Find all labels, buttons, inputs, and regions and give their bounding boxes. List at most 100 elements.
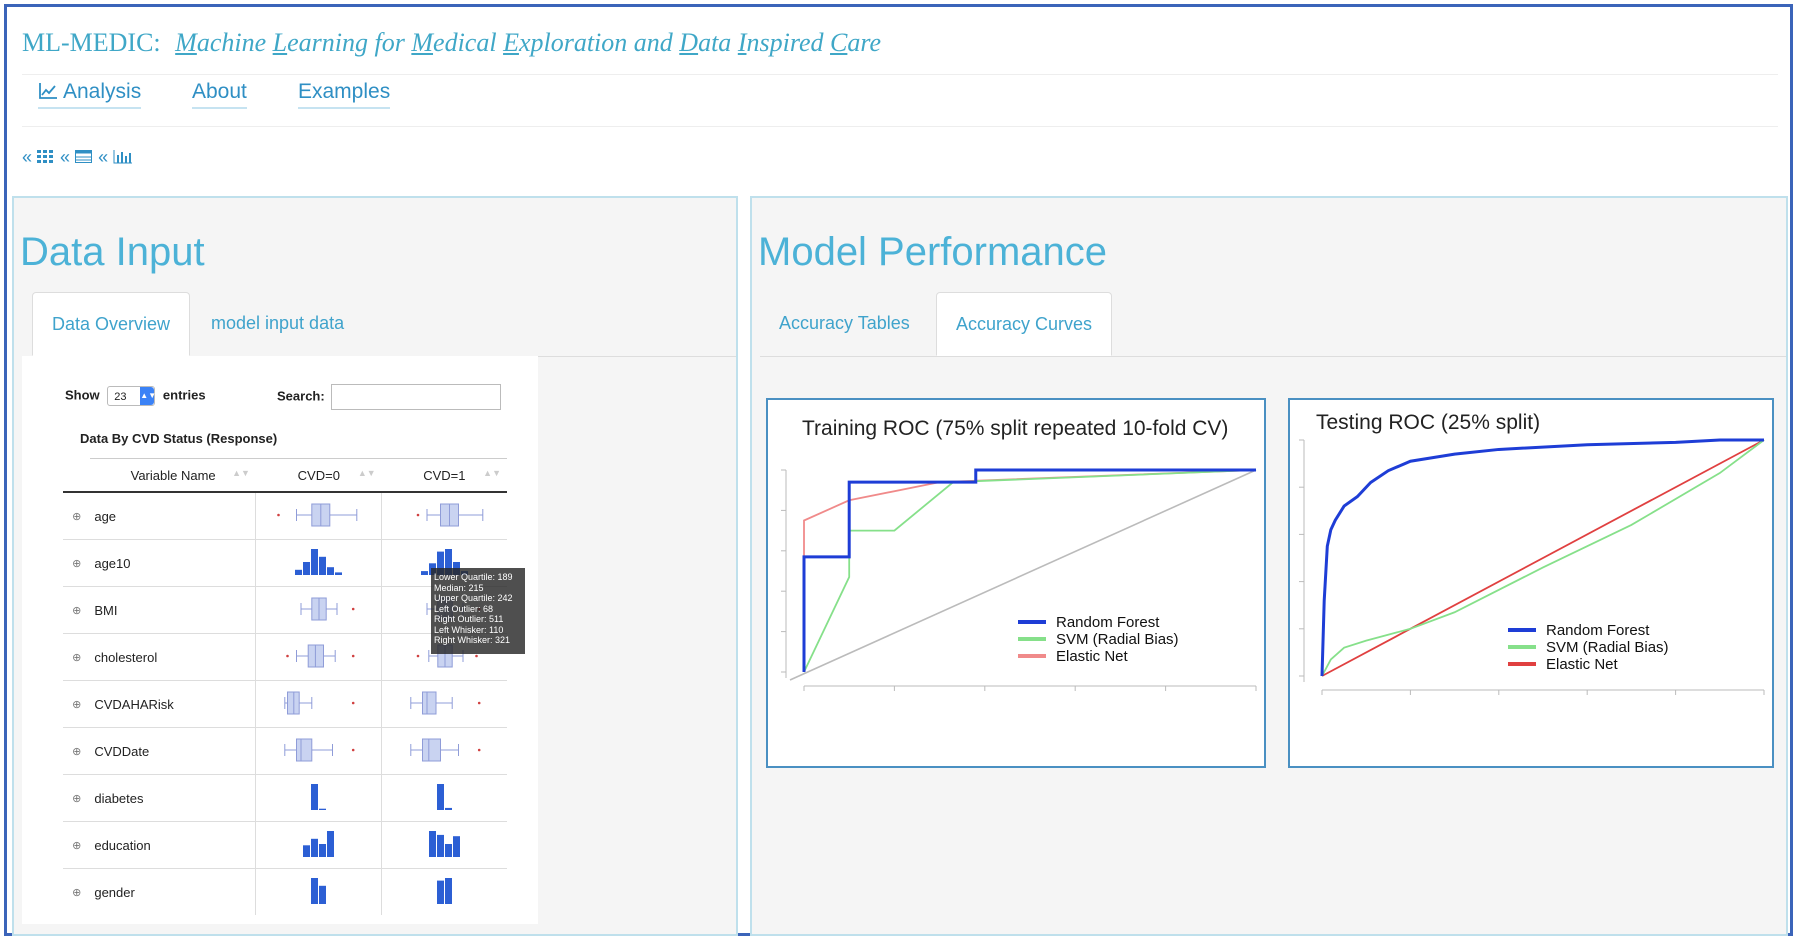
sort-icon: ▲▼ — [357, 468, 376, 478]
expand-row-icon[interactable]: ⊕ — [63, 774, 91, 822]
cvd0-cell — [255, 774, 383, 822]
histogram-bar — [444, 843, 452, 857]
subtitle-initial: M — [411, 28, 434, 57]
column-header-label: CVD=0 — [297, 467, 340, 483]
histogram-sparkline[interactable] — [310, 876, 327, 906]
outlier-point — [474, 654, 478, 657]
outlier-point — [416, 513, 419, 516]
boxplot-sparkline[interactable] — [400, 500, 490, 530]
subtitle-word: Medical — [411, 28, 496, 57]
grid-icon[interactable] — [37, 150, 55, 164]
sparkline-tooltip: Lower Quartile: 189 Median: 215 Upper Quar… — [431, 568, 525, 654]
histogram-bar — [436, 880, 444, 904]
model-performance-tabs: Accuracy Tables Accuracy Curves — [760, 292, 1786, 357]
training-roc-chart: Training ROC (75% split repeated 10-fold… — [766, 398, 1266, 768]
divider — [22, 126, 1778, 127]
boxplot-sparkline[interactable] — [274, 735, 364, 765]
variable-name-cell: age — [90, 491, 257, 540]
expand-row-icon[interactable]: ⊕ — [63, 868, 91, 915]
tooltip-line: Lower Quartile: 189 — [434, 572, 513, 582]
histogram-bar — [420, 570, 428, 575]
expand-row-icon[interactable]: ⊕ — [63, 821, 91, 869]
subtitle-word: and — [634, 28, 673, 57]
boxplot-sparkline[interactable] — [274, 500, 364, 530]
tooltip-line: Left Outlier: 68 — [434, 603, 494, 614]
collapse-left-icon[interactable]: « — [60, 146, 71, 167]
expand-row-icon[interactable]: ⊕ — [63, 727, 91, 775]
tab-accuracy-curves[interactable]: Accuracy Curves — [936, 292, 1113, 356]
boxplot-sparkline[interactable] — [400, 688, 490, 718]
histogram-bar — [318, 885, 326, 904]
search-input[interactable] — [330, 384, 501, 410]
nav-about[interactable]: About — [192, 80, 247, 109]
legend-label: SVM (Radial Bias) — [1546, 639, 1669, 656]
boxplot-sparkline[interactable] — [274, 688, 364, 718]
box — [421, 738, 441, 761]
entries-label: entries — [162, 387, 206, 403]
cvd1-cell — [381, 491, 507, 540]
expand-row-icon[interactable]: ⊕ — [63, 680, 91, 728]
subtitle-rest: xploration — [518, 28, 628, 57]
testing-roc-chart: Testing ROC (25% split) Random Forest SVM… — [1288, 398, 1774, 768]
histogram-sparkline[interactable] — [428, 829, 461, 859]
subtitle-word: Inspired — [738, 28, 824, 57]
table-row: ⊕ age10 — [63, 539, 507, 587]
column-header-cvd1[interactable]: CVD=1 ▲▼ — [381, 458, 507, 493]
histogram-bar — [334, 571, 342, 575]
expand-row-icon[interactable]: ⊕ — [63, 633, 91, 681]
box — [295, 738, 313, 761]
expand-row-icon[interactable]: ⊕ — [63, 491, 91, 540]
tab-data-overview[interactable]: Data Overview — [32, 292, 191, 356]
subtitle-rest: edical — [433, 28, 497, 57]
boxplot-sparkline[interactable] — [274, 641, 364, 671]
histogram-sparkline[interactable] — [302, 829, 335, 859]
expand-row-icon[interactable]: ⊕ — [63, 586, 91, 634]
outlier-point — [351, 607, 355, 610]
subtitle-initial: L — [272, 28, 288, 57]
histogram-sparkline[interactable] — [436, 876, 453, 906]
column-header-variable[interactable]: Variable Name ▲▼ — [90, 458, 256, 493]
subtitle-initial: I — [737, 28, 747, 57]
table-row: ⊕ age — [63, 491, 507, 540]
subtitle-plain: and — [633, 28, 673, 57]
outlier-point — [277, 513, 280, 516]
table-caption: Data By CVD Status (Response) — [80, 431, 278, 446]
brand-name: ML-MEDIC: — [22, 28, 161, 57]
panel-title: Data Input — [20, 230, 205, 274]
collapse-left-icon[interactable]: « — [98, 146, 109, 167]
cvd0-cell — [255, 633, 383, 681]
outlier-point — [351, 654, 355, 657]
subtitle-rest: ata — [698, 28, 732, 57]
boxplot-sparkline[interactable] — [400, 735, 490, 765]
table-icon[interactable] — [75, 150, 93, 164]
legend-label: Random Forest — [1056, 614, 1160, 631]
roc-series-line — [1320, 438, 1764, 677]
histogram-bar — [428, 830, 436, 857]
nav-analysis-label: Analysis — [63, 80, 142, 103]
subtitle-initial: C — [830, 28, 848, 57]
cvd1-cell — [381, 868, 507, 915]
data-table: Variable Name ▲▼ CVD=0 ▲▼ CVD=1 ▲▼ ⊕ age ⊕ age… — [63, 458, 507, 915]
histogram-bar — [444, 548, 452, 575]
histogram-sparkline[interactable] — [294, 547, 343, 577]
expand-row-icon[interactable]: ⊕ — [63, 539, 91, 587]
outlier-point — [477, 701, 481, 704]
variable-name-cell: CVDAHARisk — [90, 680, 257, 728]
nav-examples[interactable]: Examples — [298, 80, 391, 109]
boxplot-sparkline[interactable] — [274, 594, 364, 624]
column-header-cvd0[interactable]: CVD=0 ▲▼ — [255, 458, 382, 493]
collapse-left-icon[interactable]: « — [22, 146, 33, 167]
tab-model-input-data[interactable]: model input data — [211, 313, 345, 333]
cvd0-cell — [255, 727, 383, 775]
bar-chart-icon[interactable] — [113, 150, 133, 164]
nav-analysis[interactable]: Analysis — [38, 80, 142, 109]
histogram-bar — [310, 783, 318, 810]
histogram-bar — [444, 877, 452, 904]
histogram-sparkline[interactable] — [310, 782, 327, 812]
table-row: ⊕ education — [63, 821, 507, 869]
tab-accuracy-tables[interactable]: Accuracy Tables — [779, 313, 910, 333]
divider — [22, 74, 1778, 75]
histogram-sparkline[interactable] — [436, 782, 453, 812]
page-length-select[interactable]: 23 ▲▼ — [107, 386, 156, 406]
variable-name-cell: cholesterol — [90, 633, 257, 681]
